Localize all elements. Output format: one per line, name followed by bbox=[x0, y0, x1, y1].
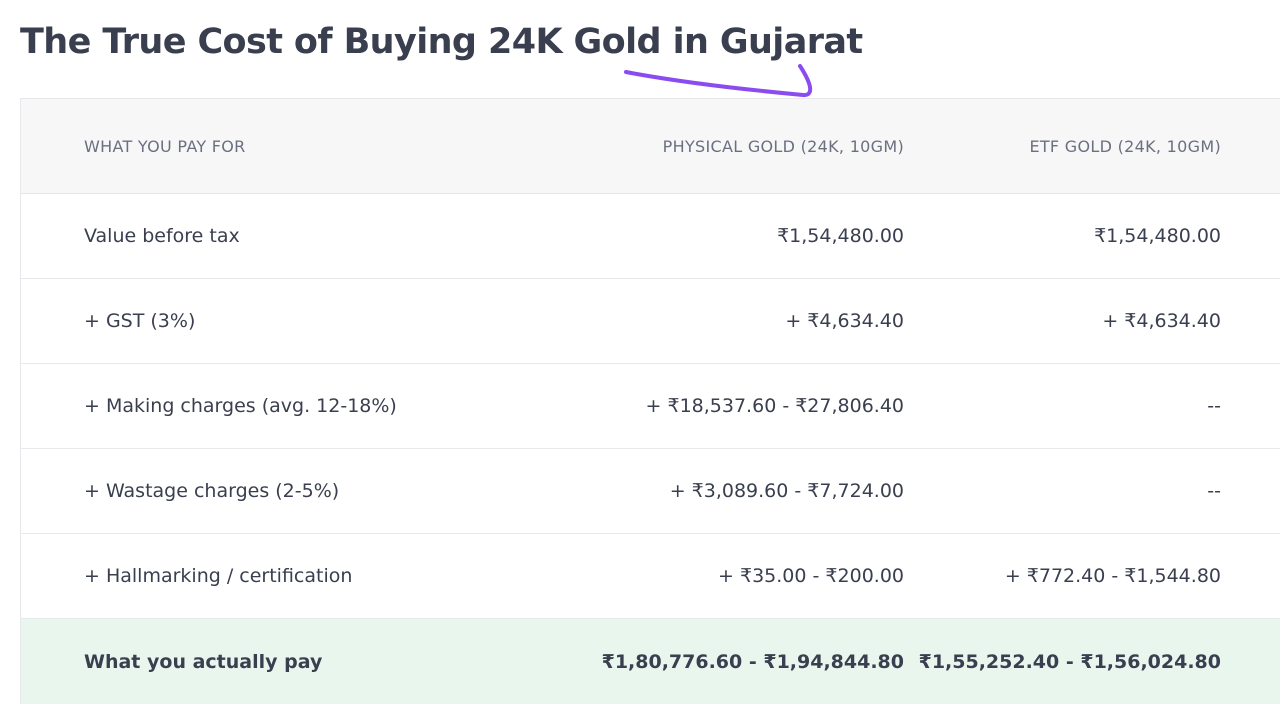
table-row: Value before tax ₹1,54,480.00 ₹1,54,480.… bbox=[21, 194, 1280, 279]
page-title: The True Cost of Buying 24K Gold in Guja… bbox=[20, 22, 863, 62]
table-row: + Hallmarking / certification + ₹35.00 -… bbox=[21, 534, 1280, 619]
physical-gold-value: + ₹18,537.60 - ₹27,806.40 bbox=[645, 395, 904, 417]
table-header-row: WHAT YOU PAY FOR PHYSICAL GOLD (24K, 10G… bbox=[21, 99, 1280, 194]
row-label: + Hallmarking / certification bbox=[84, 565, 353, 587]
row-label: + Wastage charges (2-5%) bbox=[84, 480, 340, 502]
cost-comparison-table: WHAT YOU PAY FOR PHYSICAL GOLD (24K, 10G… bbox=[20, 98, 1280, 704]
etf-gold-value: -- bbox=[1207, 395, 1221, 417]
handwritten-underline bbox=[624, 64, 813, 98]
table-row: + Making charges (avg. 12-18%) + ₹18,537… bbox=[21, 364, 1280, 449]
total-row: What you actually pay ₹1,80,776.60 - ₹1,… bbox=[21, 619, 1280, 704]
table-row: + Wastage charges (2-5%) + ₹3,089.60 - ₹… bbox=[21, 449, 1280, 534]
etf-gold-value: + ₹772.40 - ₹1,544.80 bbox=[1004, 565, 1221, 587]
header-what-you-pay-for: WHAT YOU PAY FOR bbox=[84, 136, 246, 156]
physical-gold-total: ₹1,80,776.60 - ₹1,94,844.80 bbox=[601, 650, 904, 673]
row-label: Value before tax bbox=[84, 225, 240, 247]
etf-gold-value: ₹1,54,480.00 bbox=[1094, 225, 1221, 247]
total-label: What you actually pay bbox=[84, 650, 323, 673]
etf-gold-value: + ₹4,634.40 bbox=[1102, 310, 1221, 332]
row-label: + GST (3%) bbox=[84, 310, 196, 332]
header-physical-gold: PHYSICAL GOLD (24K, 10GM) bbox=[662, 136, 904, 156]
physical-gold-value: + ₹35.00 - ₹200.00 bbox=[718, 565, 904, 587]
header-etf-gold: ETF GOLD (24K, 10GM) bbox=[1029, 136, 1221, 156]
table-row: + GST (3%) + ₹4,634.40 + ₹4,634.40 bbox=[21, 279, 1280, 364]
etf-gold-value: -- bbox=[1207, 480, 1221, 502]
row-label: + Making charges (avg. 12-18%) bbox=[84, 395, 397, 417]
physical-gold-value: + ₹4,634.40 bbox=[785, 310, 904, 332]
physical-gold-value: + ₹3,089.60 - ₹7,724.00 bbox=[669, 480, 904, 502]
physical-gold-value: ₹1,54,480.00 bbox=[777, 225, 904, 247]
etf-gold-total: ₹1,55,252.40 - ₹1,56,024.80 bbox=[918, 650, 1221, 673]
